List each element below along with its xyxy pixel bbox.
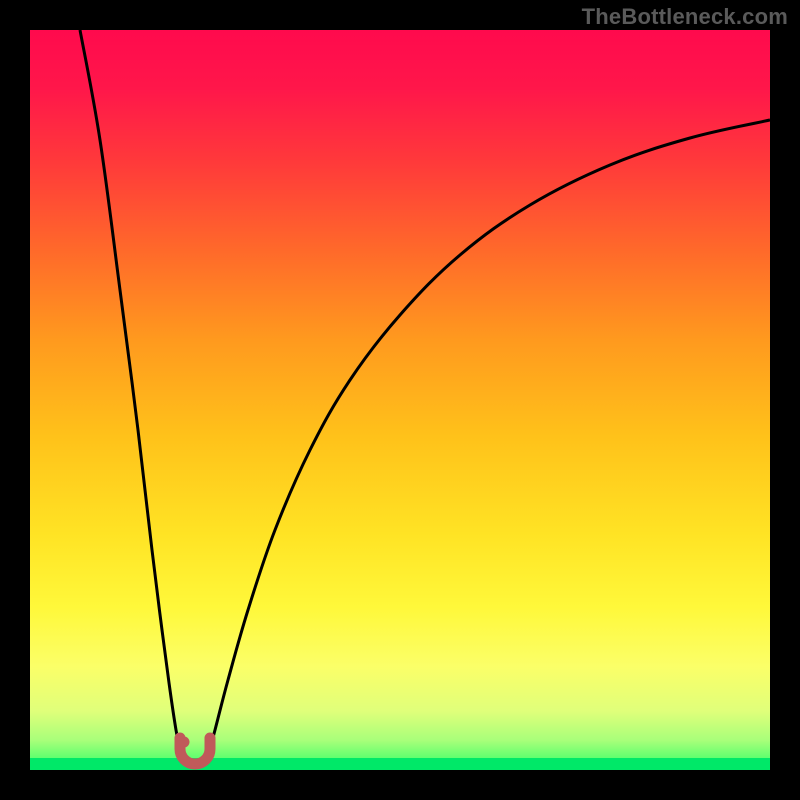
- background-gradient: [30, 30, 770, 770]
- chart-frame: TheBottleneck.com: [0, 0, 800, 800]
- watermark-text: TheBottleneck.com: [582, 4, 788, 30]
- green-baseline-strip: [30, 758, 770, 770]
- plot-area: [30, 30, 770, 770]
